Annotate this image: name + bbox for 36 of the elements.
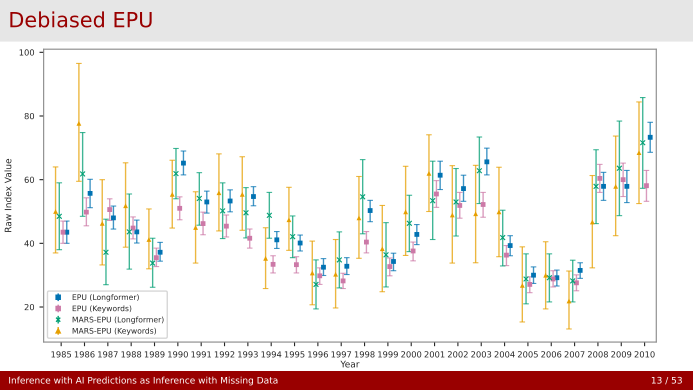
x-tick-label: 1989 <box>144 351 165 358</box>
x-tick-label: 2001 <box>424 351 444 358</box>
y-tick-label: 20 <box>24 304 34 310</box>
x-tick-label: 1985 <box>51 351 72 358</box>
y-tick-label: 40 <box>24 240 34 247</box>
x-tick-label: 1993 <box>238 351 258 358</box>
x-tick-label: 2003 <box>471 351 492 358</box>
chart-title: Debiased EPU <box>10 11 152 28</box>
y-tick-label: 60 <box>24 176 34 183</box>
x-tick-label: 1998 <box>354 351 375 358</box>
x-tick-label: 2000 <box>401 351 422 358</box>
x-tick-label: 2004 <box>494 351 515 358</box>
x-tick-label: 1994 <box>262 351 282 358</box>
x-axis-title: Year <box>340 360 360 368</box>
x-tick-label: 2002 <box>448 351 468 358</box>
x-tick-label: 2010 <box>634 351 655 358</box>
x-tick-label: 1987 <box>98 351 118 358</box>
x-tick-label: 1999 <box>378 351 398 358</box>
y-axis-title: Raw Index Value <box>4 158 12 232</box>
x-tick-label: 1986 <box>74 351 95 358</box>
x-tick-label: 2006 <box>541 351 562 358</box>
x-tick-label: 1992 <box>214 351 234 358</box>
x-tick-label: 1990 <box>168 351 188 358</box>
x-tick-label: 2009 <box>611 351 632 358</box>
x-tick-label: 1997 <box>332 351 352 358</box>
text: Inference with AI Predictions as Inference with Missing Data <box>9 376 278 386</box>
x-tick-label: 1996 <box>308 351 328 358</box>
x-tick-label: 1991 <box>192 351 212 358</box>
x-tick-label: 2008 <box>588 351 608 358</box>
x-tick-label: 1995 <box>284 351 304 358</box>
text: 13 / 53 <box>652 376 682 384</box>
x-tick-label: 2007 <box>564 351 584 358</box>
x-tick-label: 1988 <box>121 351 142 358</box>
y-tick-label: 80 <box>24 112 34 120</box>
x-tick-label: 2005 <box>518 351 538 358</box>
y-tick-label: 100 <box>20 49 34 56</box>
